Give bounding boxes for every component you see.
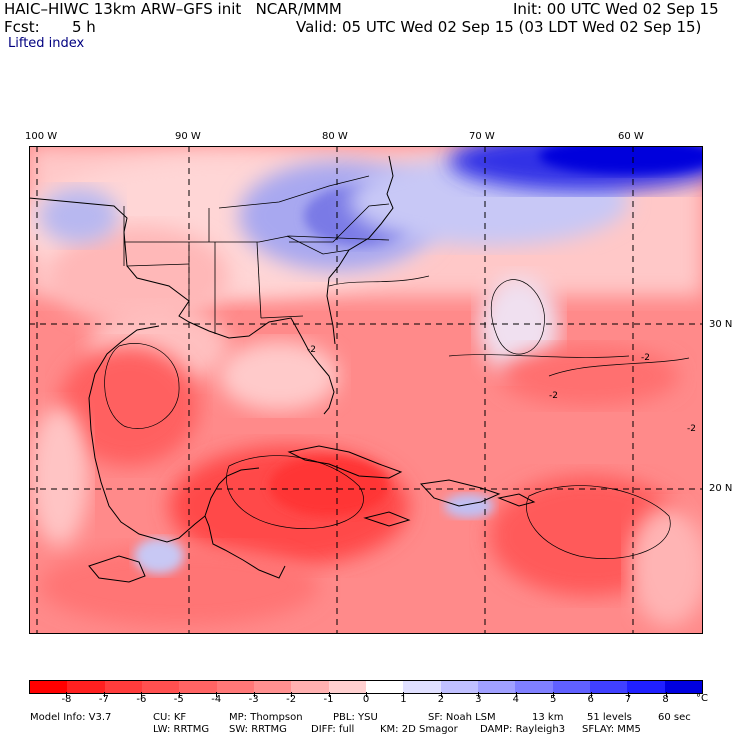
model-info-res: 13 km (532, 712, 564, 723)
colorbar-tick-label: -8 (61, 694, 72, 705)
colorbar-cell (627, 681, 665, 693)
colorbar-tick-label: -4 (211, 694, 222, 705)
colorbar-tick-mark (291, 692, 293, 697)
colorbar-tick-mark (178, 692, 180, 697)
model-info-mp: MP: Thompson (229, 712, 303, 723)
colorbar-cell (552, 681, 590, 693)
header-init: Init: 00 UTC Wed 02 Sep 15 (513, 0, 719, 18)
field-shading (29, 146, 703, 634)
contour-label: -2 (641, 353, 650, 363)
colorbar-tick-label: -6 (136, 694, 147, 705)
colorbar-tick-label: 8 (662, 694, 669, 705)
field-name: Lifted index (8, 36, 85, 51)
model-info-pbl: PBL: YSU (333, 712, 378, 723)
model-info-lw: LW: RRTMG (153, 724, 210, 735)
state-borders (123, 175, 390, 334)
model-info-mi: Model Info: V3.7 (30, 712, 112, 723)
colorbar-cell (515, 681, 553, 693)
colorbar-cell (440, 681, 478, 693)
colorbar-unit: °C (696, 693, 708, 704)
colorbar-tick-label: 0 (362, 694, 370, 705)
colorbar-cell (104, 681, 142, 693)
colorbar-tick-mark (141, 692, 143, 697)
colorbar-tick-label: -1 (323, 694, 334, 705)
model-info-sw: SW: RRTMG (229, 724, 287, 735)
colorbar-tick-label: 1 (400, 694, 407, 705)
colorbar-cell (67, 681, 105, 693)
colorbar-tick-mark (103, 692, 105, 697)
lifted-index-map: -2 -2 -2 -2 (29, 146, 703, 634)
contours (104, 275, 690, 559)
lat-label-20n: 20 N (709, 483, 733, 494)
colorbar-cell (179, 681, 217, 693)
colorbar-tick-label: -5 (173, 694, 184, 705)
contour-label: -2 (687, 424, 696, 434)
coastlines (29, 155, 536, 583)
model-info-diff: DIFF: full (311, 724, 355, 735)
model-info-levels: 51 levels (587, 712, 632, 723)
header-valid: Valid: 05 UTC Wed 02 Sep 15 (03 LDT Wed … (296, 18, 702, 36)
colorbar-tick-mark (216, 692, 218, 697)
colorbar-cell (664, 681, 702, 693)
colorbar-tick-mark (553, 692, 555, 697)
lon-label-70w: 70 W (469, 131, 495, 142)
latlon-grid (29, 146, 703, 634)
model-info-cu: CU: KF (153, 712, 187, 723)
colorbar-cell (589, 681, 628, 693)
colorbar-tick-label: -3 (248, 694, 259, 705)
colorbar-cell (30, 681, 68, 693)
colorbar-cell (365, 681, 404, 693)
colorbar-tick-label: 7 (624, 694, 632, 705)
contour-label: -2 (549, 391, 558, 401)
lat-label-30n: 30 N (709, 319, 733, 330)
colorbar-cell (253, 681, 292, 693)
colorbar-tick-mark (253, 692, 255, 697)
model-info-damp: DAMP: Rayleigh3 (480, 724, 566, 735)
colorbar-tick-mark (366, 692, 367, 697)
colorbar-tick-label: 4 (512, 694, 519, 705)
colorbar-cell (291, 681, 329, 693)
model-info-dt: 60 sec (658, 712, 691, 723)
colorbar-cell (328, 681, 366, 693)
colorbar-tick-mark (478, 692, 480, 697)
colorbar-tick-label: 6 (587, 694, 594, 705)
colorbar-tick-mark (440, 692, 442, 697)
colorbar-tick-label: 3 (475, 694, 482, 705)
lon-label-90w: 90 W (175, 131, 201, 142)
contour-label: -2 (307, 345, 316, 355)
colorbar-tick-mark (590, 692, 592, 697)
colorbar-cell (141, 681, 180, 693)
colorbar-cell (403, 681, 441, 693)
lon-label-80w: 80 W (322, 131, 348, 142)
colorbar-cell (477, 681, 516, 693)
lon-label-100w: 100 W (25, 131, 58, 142)
model-info-sf: SF: Noah LSM (428, 712, 496, 723)
map-frame (29, 146, 703, 634)
colorbar-tick-label: -2 (286, 694, 297, 705)
header-fcst-label: Fcst: (4, 18, 40, 36)
colorbar-tick-label: 5 (550, 694, 557, 705)
model-info-sflay: SFLAY: MM5 (582, 724, 641, 735)
colorbar-tick-mark (66, 692, 68, 697)
colorbar-tick-mark (628, 692, 630, 697)
header-fcst-value: 5 h (72, 18, 96, 36)
colorbar-tick-mark (515, 692, 517, 697)
colorbar-tick-mark (328, 692, 330, 697)
colorbar-tick-mark (665, 692, 667, 697)
colorbar-cell (216, 681, 254, 693)
colorbar-tick-mark (403, 692, 405, 697)
lon-label-60w: 60 W (618, 131, 644, 142)
header-title: HAIC–HIWC 13km ARW–GFS init NCAR/MMM (4, 0, 342, 18)
colorbar-tick-label: -7 (98, 694, 109, 705)
colorbar-tick-label: 2 (437, 694, 445, 705)
model-info-km: KM: 2D Smagor (380, 724, 458, 735)
